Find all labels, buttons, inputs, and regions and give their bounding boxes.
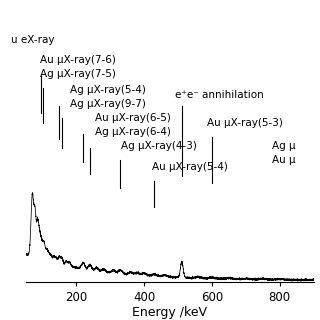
Text: Ag μX-ray(4-3): Ag μX-ray(4-3) — [121, 141, 196, 151]
X-axis label: Energy /keV: Energy /keV — [132, 307, 207, 319]
Text: Au μX-ray(5-3): Au μX-ray(5-3) — [207, 118, 283, 128]
Text: e⁺e⁻ annihilation: e⁺e⁻ annihilation — [175, 90, 264, 100]
Text: Au μX-ray(6-5): Au μX-ray(6-5) — [95, 113, 171, 124]
Text: u eX-ray: u eX-ray — [11, 35, 55, 45]
Text: Ag μX-ray(6-4): Ag μX-ray(6-4) — [95, 127, 171, 137]
Text: Ag μ: Ag μ — [272, 141, 295, 151]
Text: Au μX-ray(7-6): Au μX-ray(7-6) — [40, 55, 116, 65]
Text: Ag μX-ray(5-4): Ag μX-ray(5-4) — [70, 85, 146, 95]
Text: Au μX-ray(5-4): Au μX-ray(5-4) — [152, 163, 228, 172]
Text: Ag μX-ray(9-7): Ag μX-ray(9-7) — [70, 100, 146, 109]
Text: Au μ: Au μ — [272, 156, 295, 165]
Text: Ag μX-ray(7-5): Ag μX-ray(7-5) — [40, 69, 116, 79]
